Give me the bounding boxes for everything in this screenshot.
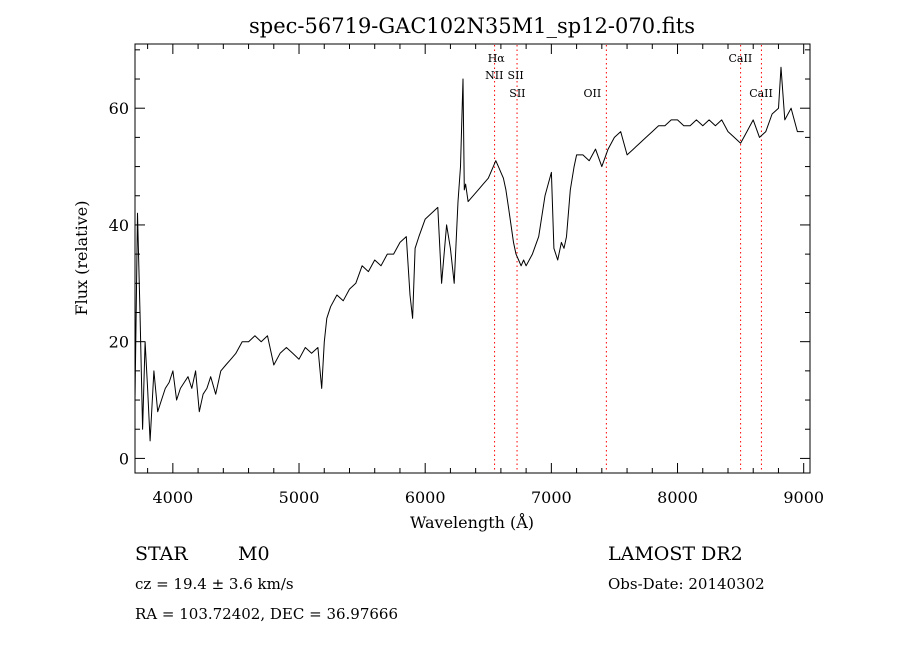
spectral-line-label: OII: [584, 87, 602, 100]
chart-title: spec-56719-GAC102N35M1_sp12-070.fits: [249, 14, 695, 38]
y-axis-label: Flux (relative): [72, 201, 91, 316]
spectral-line-label: Hα: [488, 52, 506, 65]
survey-name: LAMOST DR2: [608, 543, 743, 565]
sky-coordinates: RA = 103.72402, DEC = 36.97666: [135, 605, 398, 623]
x-tick-label: 8000: [657, 488, 698, 507]
line-label-layer: Hα NII SII SII OII CaII CaII: [485, 52, 773, 100]
spectrum-line: [134, 66, 804, 442]
plot-frame: [134, 43, 811, 474]
spectral-line-label: CaII: [729, 52, 753, 65]
x-tick-label: 5000: [279, 488, 320, 507]
y-tick-label: 40: [109, 216, 129, 235]
x-tick-label: 7000: [531, 488, 572, 507]
object-class: STAR: [135, 543, 188, 565]
redshift-velocity: cz = 19.4 ± 3.6 km/s: [135, 575, 294, 593]
x-axis-label: Wavelength (Å): [410, 512, 534, 532]
spectral-line-label: NII: [485, 69, 503, 82]
y-tick-label: 0: [119, 449, 129, 468]
x-tick-label: 9000: [783, 488, 824, 507]
object-subclass: M0: [238, 543, 270, 565]
spectral-line-label: SII: [509, 87, 525, 100]
y-tick-label: 20: [109, 333, 129, 352]
spectral-line-label: CaII: [749, 87, 773, 100]
observation-date: Obs-Date: 20140302: [608, 575, 765, 593]
x-axis: 4000 5000 6000 7000 8000 9000: [147, 44, 824, 507]
y-axis: 0 20 40 60: [109, 49, 810, 468]
y-tick-label: 60: [109, 99, 129, 118]
line-marker-layer: [494, 45, 762, 472]
x-tick-label: 4000: [152, 488, 193, 507]
x-tick-label: 6000: [405, 488, 446, 507]
plot-layer: [134, 66, 804, 442]
spectral-line-label: SII: [508, 69, 524, 82]
